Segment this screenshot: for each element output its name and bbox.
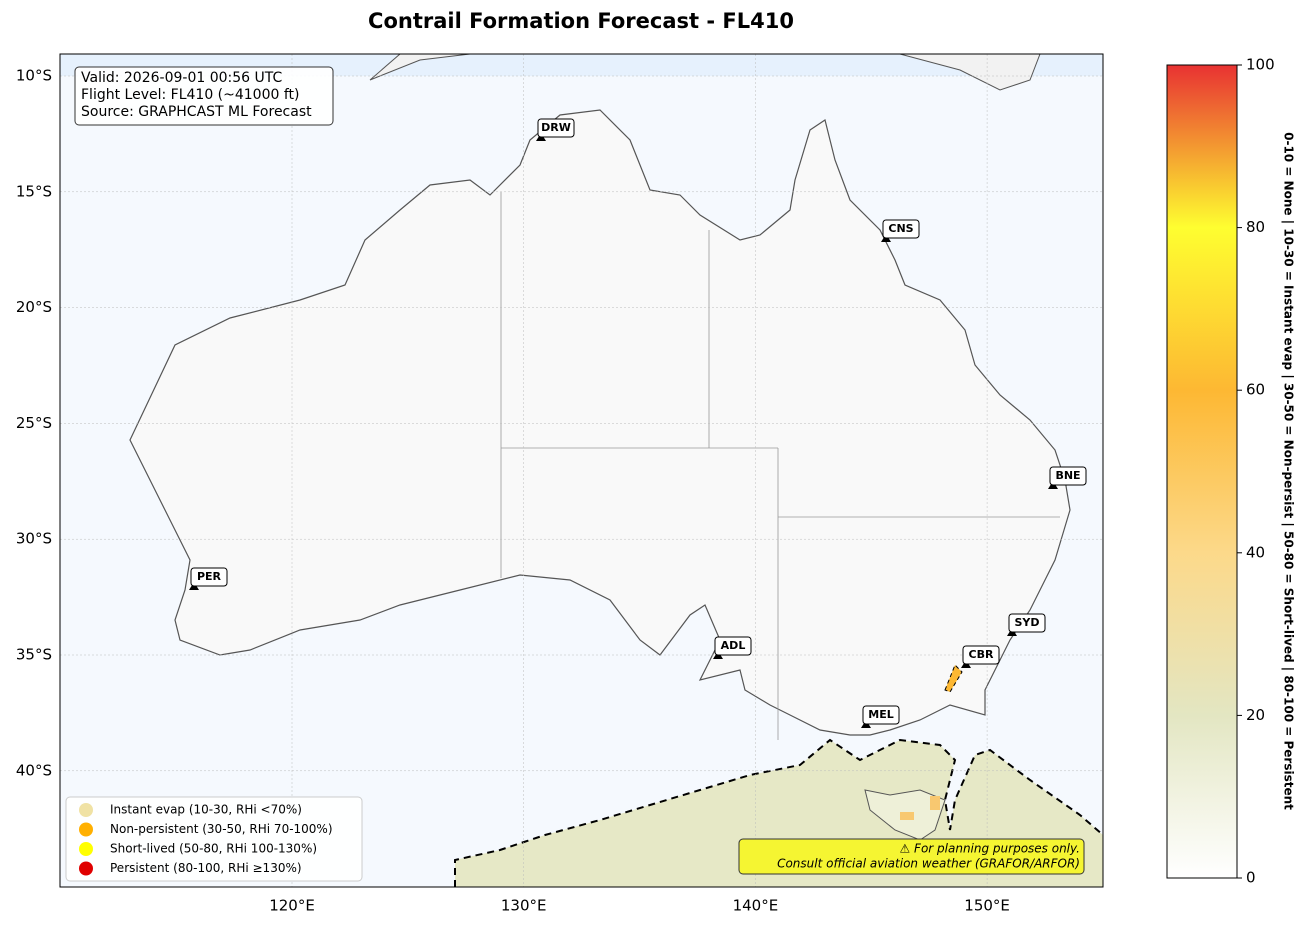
colorbar-tick-label: 0 xyxy=(1246,869,1256,887)
cities: DRW CNS BNE PER ADL SYD CBR MEL xyxy=(189,118,1087,728)
plot-frame xyxy=(59,53,1104,888)
city-label-box xyxy=(1049,466,1087,486)
y-tick-label: 20°S xyxy=(16,298,52,316)
city-label: BNE xyxy=(1055,469,1080,482)
info-line: Valid: 2026-09-01 00:56 UTC xyxy=(81,70,282,86)
legend-swatch xyxy=(79,861,93,876)
australia-coast xyxy=(129,109,1071,736)
city-label: DRW xyxy=(541,121,571,134)
city-label: MEL xyxy=(868,708,893,721)
y-tick-label: 15°S xyxy=(16,182,52,200)
city-label: SYD xyxy=(1014,616,1039,629)
warning-line: Consult official aviation weather (GRAFO… xyxy=(777,857,1080,871)
axis-ticks: 120°E 130°E 140°E 150°E 10°S 15°S 20°S 25°S 30°S… xyxy=(16,67,1010,915)
contour xyxy=(454,738,1103,887)
city-label-box xyxy=(190,567,228,587)
info-line: Source: GRAPHCAST ML Forecast xyxy=(81,104,312,120)
legend-label: Instant evap (10-30, RHi <70%) xyxy=(110,803,302,817)
state-borders xyxy=(500,192,1060,740)
colorbar-label: 0-10 = None | 10-30 = Instant evap | 30-… xyxy=(1282,132,1296,810)
y-tick-label: 30°S xyxy=(16,530,52,548)
city-label: CNS xyxy=(888,222,913,235)
y-tick-label: 25°S xyxy=(16,414,52,432)
legend-label: Persistent (80-100, RHi ≥130%) xyxy=(110,861,302,875)
legend: Instant evap (10-30, RHi <70%) Non-persis… xyxy=(65,796,363,882)
x-tick-label: 120°E xyxy=(269,897,315,915)
colorbar-ramp xyxy=(1166,64,1238,879)
info-box: Valid: 2026-09-01 00:56 UTC Flight Level… xyxy=(74,66,334,126)
legend-label: Non-persistent (30-50, RHi 70-100%) xyxy=(110,822,333,836)
title: Contrail Formation Forecast - FL410 xyxy=(368,9,794,33)
city-label-box xyxy=(882,219,920,239)
warning-line: ⚠ For planning purposes only. xyxy=(900,842,1080,856)
city-label: ADL xyxy=(721,639,746,652)
forecast-cell xyxy=(900,812,914,820)
y-tick-label: 10°S xyxy=(16,67,52,85)
city-label-box xyxy=(862,705,900,725)
info-line: Flight Level: FL410 (~41000 ft) xyxy=(81,87,300,103)
city-label-box xyxy=(962,645,1000,665)
graticule xyxy=(60,54,1103,887)
city-label-box xyxy=(714,636,752,656)
legend-swatch xyxy=(79,822,93,837)
warning-box: ⚠ For planning purposes only. Consult of… xyxy=(738,838,1085,875)
forecast-cell xyxy=(930,796,940,810)
x-tick-label: 150°E xyxy=(964,897,1010,915)
colorbar-tick-label: 60 xyxy=(1246,381,1265,399)
forecast-cell xyxy=(944,664,963,693)
x-tick-label: 130°E xyxy=(501,897,547,915)
legend-swatch xyxy=(79,803,93,817)
city-label: PER xyxy=(197,570,222,583)
colorbar-tick-label: 20 xyxy=(1246,706,1265,724)
x-tick-label: 140°E xyxy=(733,897,779,915)
colorbar: 0-10 = None | 10-30 = Instant evap | 30-… xyxy=(1166,56,1296,887)
colorbar-tick-label: 40 xyxy=(1246,543,1265,561)
city-label-box xyxy=(537,118,575,138)
colorbar-tick-label: 80 xyxy=(1246,218,1265,236)
map xyxy=(60,54,1103,887)
island xyxy=(369,54,1041,91)
city-label-box xyxy=(1008,613,1046,633)
city-label: CBR xyxy=(969,648,994,661)
legend-label: Short-lived (50-80, RHi 100-130%) xyxy=(110,842,317,856)
colorbar-tick-label: 100 xyxy=(1246,56,1275,74)
y-tick-label: 40°S xyxy=(16,761,52,779)
y-tick-label: 35°S xyxy=(16,646,52,664)
legend-swatch xyxy=(79,842,93,856)
